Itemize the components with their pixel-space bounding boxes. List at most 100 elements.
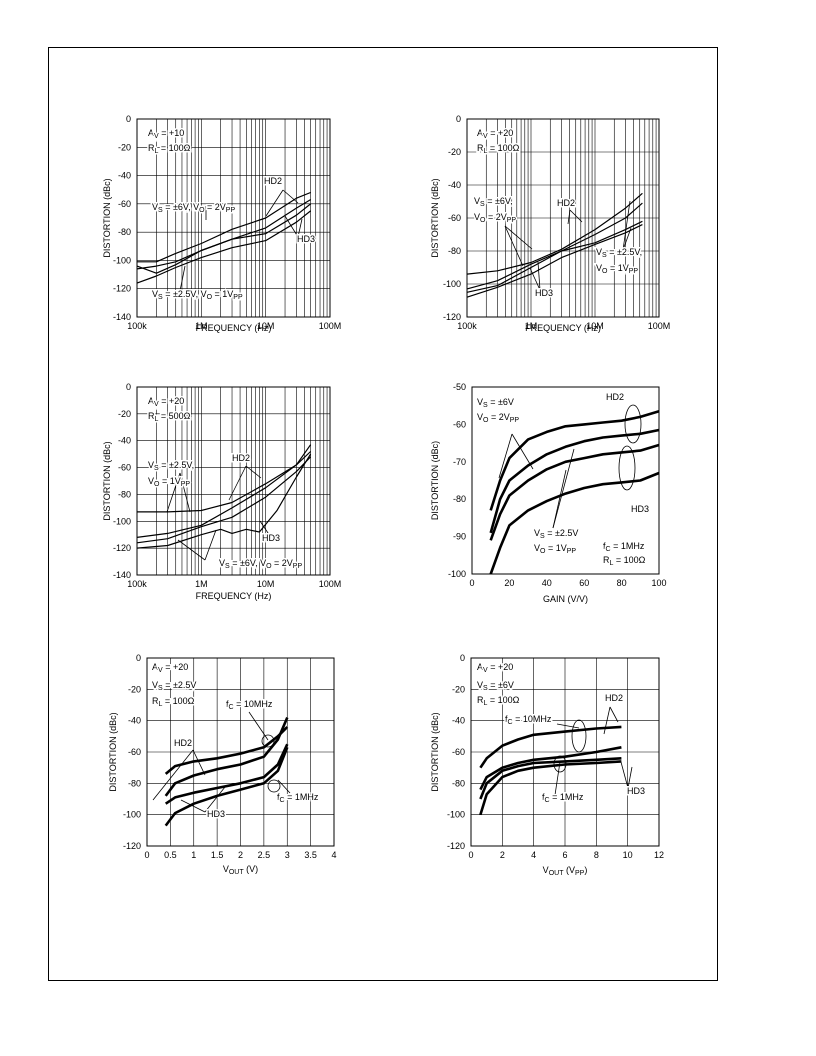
annotation-pointer bbox=[259, 520, 271, 537]
y-tick-label: -100 bbox=[443, 279, 461, 289]
annotation-label: RL = 100Ω bbox=[152, 696, 195, 708]
annotation-pointer bbox=[204, 786, 226, 813]
y-tick-label: -20 bbox=[448, 147, 461, 157]
annotation-label: VS = ±6V bbox=[477, 397, 514, 409]
y-tick-label: -40 bbox=[118, 171, 131, 181]
annotation-ellipse bbox=[624, 404, 642, 444]
y-tick-label: -40 bbox=[118, 436, 131, 446]
annotation-label: fC = 10MHz bbox=[226, 699, 273, 711]
annotation-label: VS = ±6V, VO = 2VPP bbox=[219, 558, 302, 570]
annotation-label: VS = ±2.5V, bbox=[148, 460, 194, 472]
y-axis-label: DISTORTION (dBc) bbox=[430, 441, 440, 520]
annotation-pointer bbox=[265, 189, 284, 217]
annotation-ellipse bbox=[267, 779, 281, 793]
y-axis-label: DISTORTION (dBc) bbox=[102, 178, 112, 257]
plot-frame bbox=[146, 657, 335, 847]
annotation-pointer bbox=[569, 209, 583, 223]
x-tick-label: 10M bbox=[257, 321, 275, 331]
annotation-label: AV = +20 bbox=[477, 128, 513, 140]
annotation-label: RL = 100Ω bbox=[477, 143, 520, 155]
annotation-pointer bbox=[609, 706, 619, 723]
y-tick-label: -100 bbox=[113, 255, 131, 265]
x-tick-label: 0 bbox=[144, 850, 149, 860]
x-tick-label: 1 bbox=[191, 850, 196, 860]
annotation-label: HD3 bbox=[297, 234, 315, 244]
annotation-pointer bbox=[228, 465, 247, 501]
annotation-label: HD3 bbox=[262, 533, 280, 543]
annotation-label: HD3 bbox=[631, 504, 649, 514]
x-tick-label: 10M bbox=[257, 579, 275, 589]
y-tick-label: -40 bbox=[128, 716, 141, 726]
y-tick-label: -80 bbox=[118, 227, 131, 237]
x-tick-label: 10M bbox=[586, 321, 604, 331]
series-line-2 bbox=[489, 428, 660, 534]
annotation-pointer bbox=[552, 448, 575, 529]
x-tick-label: 8 bbox=[594, 850, 599, 860]
x-tick-label: 6 bbox=[562, 850, 567, 860]
x-tick-label: 1M bbox=[525, 321, 538, 331]
annotation-pointer bbox=[204, 529, 217, 561]
annotation-label: fC = 10MHz bbox=[505, 714, 552, 726]
x-tick-label: 2.5 bbox=[258, 850, 271, 860]
y-tick-label: -20 bbox=[452, 684, 465, 694]
y-tick-label: 0 bbox=[126, 114, 131, 124]
y-tick-label: -120 bbox=[113, 543, 131, 553]
y-tick-label: 0 bbox=[456, 114, 461, 124]
series-line-4 bbox=[136, 453, 312, 549]
annotation-label: VS = ±2.5V bbox=[152, 680, 196, 692]
annotation-pointer bbox=[179, 472, 191, 513]
y-tick-label: 0 bbox=[460, 653, 465, 663]
series-line-1 bbox=[137, 191, 311, 263]
annotation-label: HD2 bbox=[174, 738, 192, 748]
x-tick-label: 100M bbox=[648, 321, 671, 331]
y-tick-label: 0 bbox=[126, 382, 131, 392]
annotation-pointer bbox=[498, 433, 513, 479]
series-line-4 bbox=[479, 760, 622, 816]
x-tick-label: 3 bbox=[285, 850, 290, 860]
annotation-label: VO = 1VPP bbox=[596, 263, 638, 275]
annotation-label: HD2 bbox=[605, 693, 623, 703]
grid bbox=[136, 119, 330, 317]
series-line-3 bbox=[164, 743, 289, 805]
y-tick-label: -20 bbox=[118, 142, 131, 152]
annotation-pointer bbox=[529, 267, 541, 291]
series-line-1 bbox=[489, 410, 660, 511]
plot-frame bbox=[136, 386, 331, 576]
annotation-pointer bbox=[192, 749, 206, 776]
annotation-label: HD2 bbox=[232, 453, 250, 463]
y-tick-label: -120 bbox=[113, 284, 131, 294]
y-tick-label: -120 bbox=[123, 841, 141, 851]
y-tick-label: -60 bbox=[453, 419, 466, 429]
annotation-pointer bbox=[177, 539, 206, 561]
annotation-label: VS = ±6V, bbox=[474, 196, 513, 208]
annotation-label: VS = ±2.5V bbox=[534, 528, 578, 540]
series-line-1 bbox=[164, 725, 289, 775]
y-tick-label: -60 bbox=[452, 747, 465, 757]
y-tick-label: -90 bbox=[453, 532, 466, 542]
annotation-label: VO = 1VPP bbox=[534, 543, 576, 555]
y-tick-label: -40 bbox=[448, 180, 461, 190]
annotation-ellipse bbox=[618, 445, 636, 491]
x-tick-label: 1M bbox=[195, 321, 208, 331]
grid bbox=[471, 658, 659, 846]
annotation-ellipse bbox=[571, 719, 587, 753]
x-tick-label: 40 bbox=[542, 578, 552, 588]
x-tick-label: 4 bbox=[331, 850, 336, 860]
annotation-pointer bbox=[622, 227, 632, 251]
annotation-label: HD2 bbox=[606, 392, 624, 402]
x-tick-label: 0 bbox=[468, 850, 473, 860]
y-tick-label: -100 bbox=[113, 516, 131, 526]
y-tick-label: -80 bbox=[453, 494, 466, 504]
y-tick-label: -70 bbox=[453, 457, 466, 467]
annotation-label: AV = +10 bbox=[148, 128, 184, 140]
annotation-label: RL = 100Ω bbox=[603, 555, 646, 567]
x-tick-label: 80 bbox=[617, 578, 627, 588]
annotation-pointer bbox=[556, 723, 580, 729]
series-line-2 bbox=[479, 746, 622, 791]
series-line-3 bbox=[136, 456, 312, 544]
